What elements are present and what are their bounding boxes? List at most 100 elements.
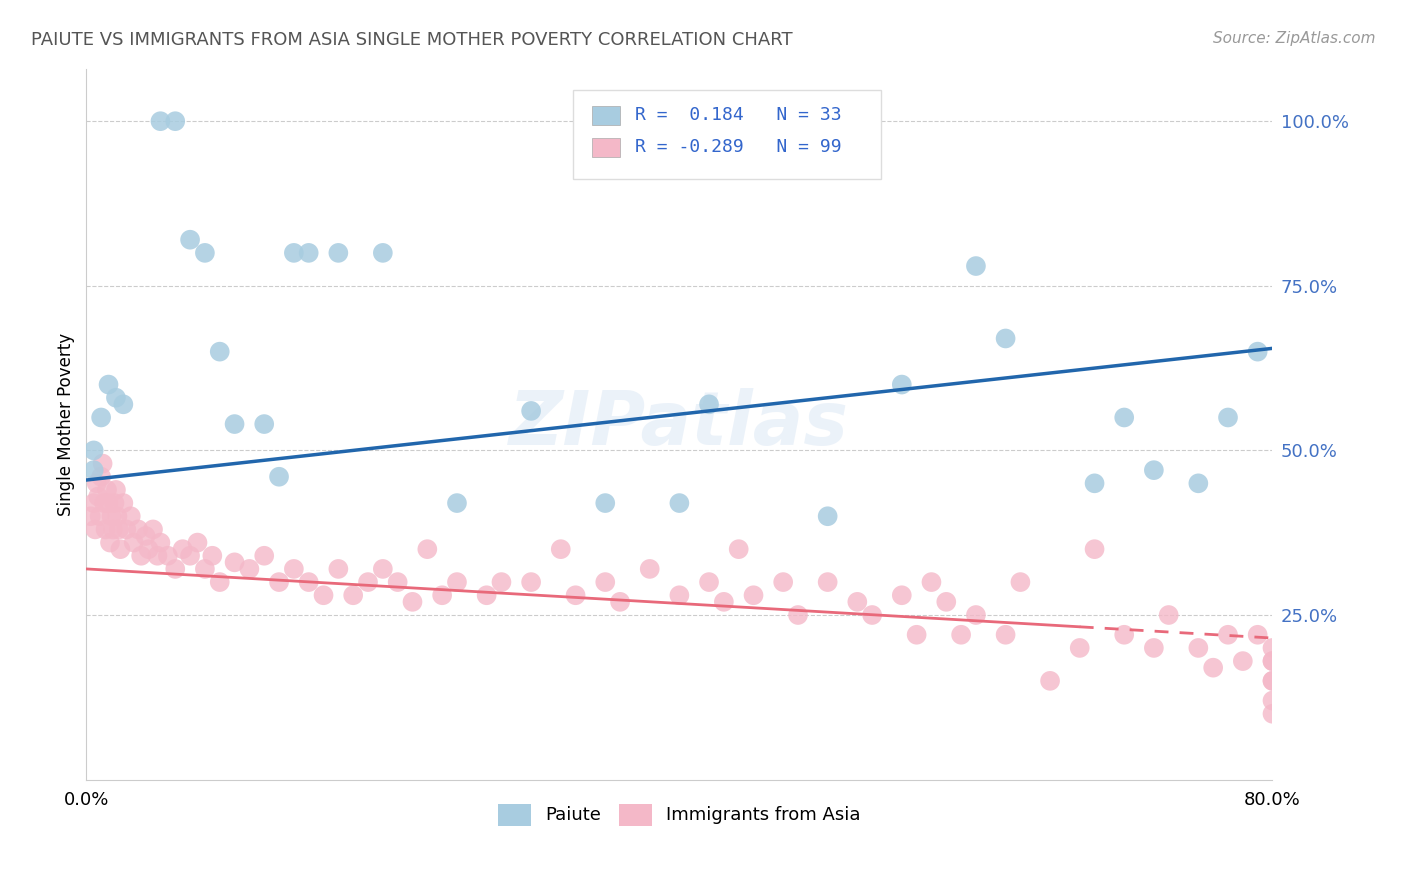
Point: [890, 377, 912, 392]
Point: [283, 245, 305, 260]
Point: [860, 607, 883, 622]
FancyBboxPatch shape: [592, 106, 620, 125]
FancyBboxPatch shape: [592, 138, 620, 157]
Point: [94, 523, 117, 537]
Point: [98, 535, 121, 549]
Point: [328, 245, 350, 260]
Point: [1261, 640, 1284, 655]
Point: [112, 397, 135, 411]
Point: [905, 628, 928, 642]
Point: [179, 233, 201, 247]
Point: [994, 331, 1017, 345]
Point: [83, 443, 105, 458]
Point: [127, 523, 149, 537]
Point: [387, 575, 409, 590]
Point: [1261, 654, 1284, 668]
Point: [1232, 654, 1254, 668]
Point: [122, 535, 145, 549]
Point: [165, 562, 187, 576]
Point: [935, 595, 957, 609]
Point: [430, 588, 453, 602]
Point: [135, 529, 157, 543]
Point: [186, 535, 208, 549]
Point: [609, 595, 631, 609]
Point: [298, 575, 321, 590]
Point: [1069, 640, 1091, 655]
Point: [87, 490, 110, 504]
Point: [91, 457, 114, 471]
Point: [120, 509, 142, 524]
Point: [328, 562, 350, 576]
Text: ZIPatlas: ZIPatlas: [509, 387, 849, 460]
Point: [668, 588, 690, 602]
Point: [103, 496, 125, 510]
Point: [112, 496, 135, 510]
Point: [550, 542, 572, 557]
Point: [1261, 706, 1284, 721]
Point: [224, 417, 246, 431]
Point: [1143, 463, 1166, 477]
Point: [86, 476, 108, 491]
Point: [146, 549, 169, 563]
Point: [83, 463, 105, 477]
Point: [965, 607, 987, 622]
Point: [1083, 476, 1105, 491]
Point: [1246, 344, 1268, 359]
Point: [1187, 640, 1209, 655]
Point: [107, 509, 129, 524]
Point: [965, 259, 987, 273]
Point: [104, 391, 127, 405]
Point: [697, 397, 720, 411]
Point: [890, 588, 912, 602]
Point: [727, 542, 749, 557]
Point: [593, 496, 616, 510]
Point: [90, 469, 112, 483]
Point: [80, 509, 103, 524]
Text: R = -0.289   N = 99: R = -0.289 N = 99: [636, 137, 842, 156]
Point: [253, 417, 276, 431]
Point: [742, 588, 765, 602]
Point: [96, 483, 118, 497]
Point: [142, 523, 165, 537]
Point: [253, 549, 276, 563]
Point: [298, 245, 321, 260]
Point: [93, 496, 115, 510]
Point: [772, 575, 794, 590]
Point: [1216, 410, 1239, 425]
Point: [156, 549, 179, 563]
Point: [165, 114, 187, 128]
Point: [1216, 628, 1239, 642]
Y-axis label: Single Mother Poverty: Single Mother Poverty: [58, 333, 75, 516]
Point: [950, 628, 973, 642]
Legend: Paiute, Immigrants from Asia: Paiute, Immigrants from Asia: [489, 795, 869, 835]
Point: [84, 523, 107, 537]
Point: [1202, 661, 1225, 675]
Point: [401, 595, 423, 609]
Point: [713, 595, 735, 609]
Point: [97, 377, 120, 392]
Point: [668, 496, 690, 510]
Point: [1261, 654, 1284, 668]
Point: [149, 535, 172, 549]
Point: [115, 523, 138, 537]
FancyBboxPatch shape: [572, 90, 882, 178]
Point: [1187, 476, 1209, 491]
Point: [224, 555, 246, 569]
Point: [1246, 628, 1268, 642]
Point: [267, 469, 290, 483]
Point: [994, 628, 1017, 642]
Point: [1261, 673, 1284, 688]
Point: [129, 549, 152, 563]
Point: [920, 575, 942, 590]
Point: [371, 245, 394, 260]
Point: [817, 509, 839, 524]
Point: [475, 588, 498, 602]
Point: [179, 549, 201, 563]
Point: [138, 542, 160, 557]
Point: [312, 588, 335, 602]
Point: [638, 562, 661, 576]
Point: [371, 562, 394, 576]
Point: [172, 542, 194, 557]
Point: [100, 509, 122, 524]
Point: [1261, 673, 1284, 688]
